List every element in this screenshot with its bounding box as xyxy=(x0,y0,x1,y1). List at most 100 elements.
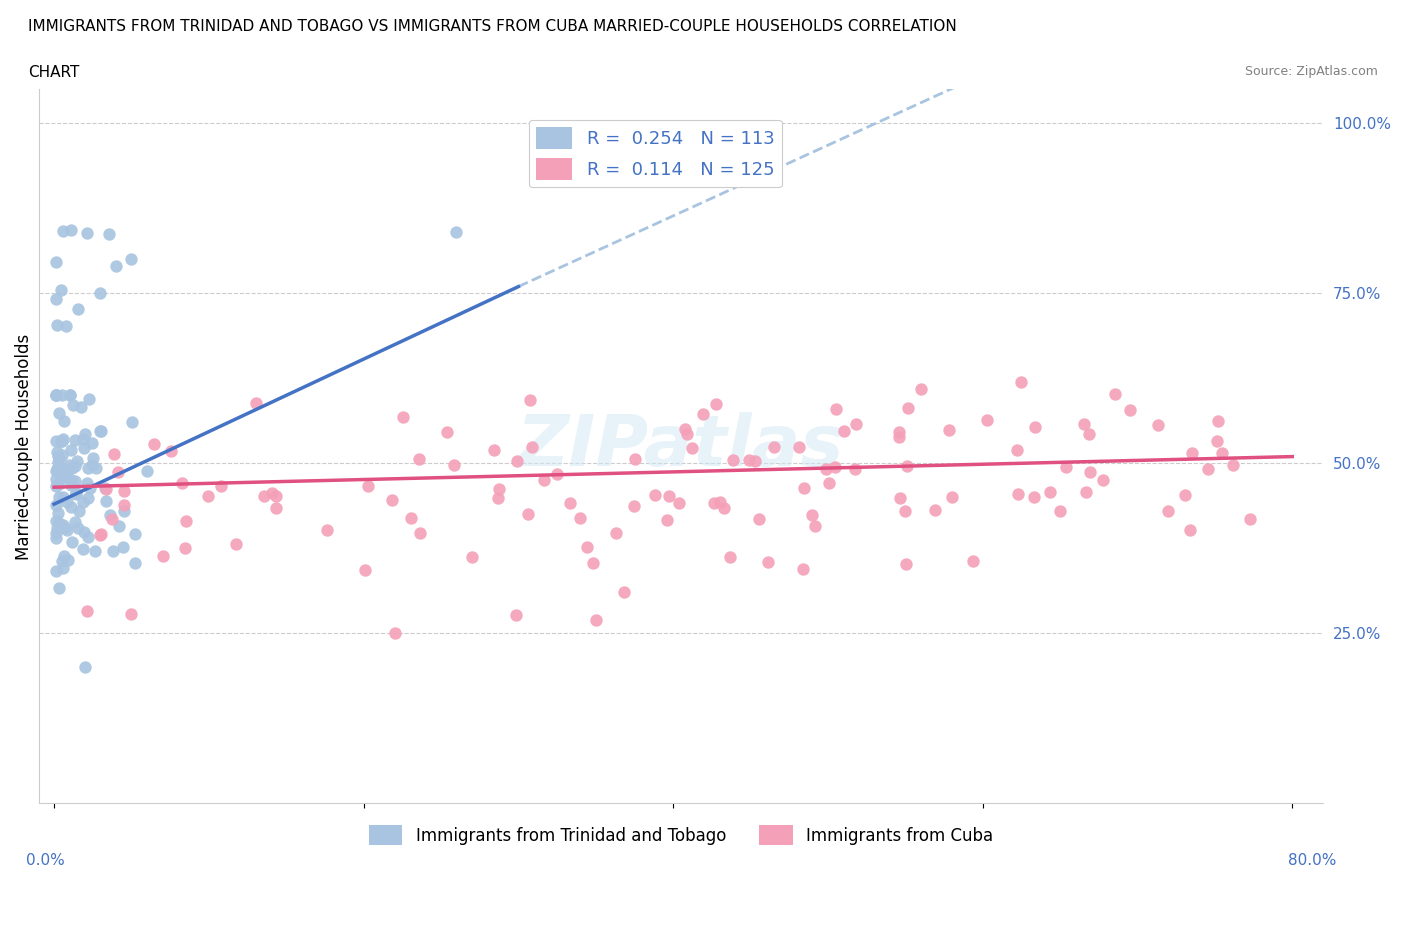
Point xyxy=(76,475,98,490)
Point xyxy=(112,483,135,498)
Point xyxy=(1206,414,1229,429)
Point xyxy=(120,607,142,622)
Point xyxy=(53,413,76,428)
Point xyxy=(48,515,70,530)
Point xyxy=(887,430,910,445)
Point xyxy=(704,396,727,411)
Point xyxy=(897,401,920,416)
Point xyxy=(120,252,142,267)
Point xyxy=(1010,375,1032,390)
Point xyxy=(568,511,591,525)
Point xyxy=(1054,459,1077,474)
Point xyxy=(73,427,96,442)
Point xyxy=(209,479,232,494)
Point xyxy=(89,424,111,439)
Point xyxy=(103,543,125,558)
Point xyxy=(357,479,380,494)
Point xyxy=(315,523,337,538)
Point xyxy=(60,534,83,549)
Point xyxy=(160,444,183,458)
Point xyxy=(756,554,779,569)
Point xyxy=(832,423,855,438)
Point xyxy=(65,514,87,529)
Point xyxy=(49,471,72,485)
Point xyxy=(108,519,131,534)
Point xyxy=(135,464,157,479)
Point xyxy=(59,388,82,403)
Point xyxy=(46,505,69,520)
Point xyxy=(582,555,605,570)
Point xyxy=(152,549,174,564)
Point xyxy=(408,451,430,466)
Point xyxy=(112,540,135,555)
Point xyxy=(80,458,103,472)
Point xyxy=(1119,403,1142,418)
Point xyxy=(104,259,127,273)
Point xyxy=(443,457,465,472)
Point xyxy=(63,432,86,447)
Point xyxy=(53,548,76,563)
Point xyxy=(384,626,406,641)
Point xyxy=(1178,522,1201,537)
Point xyxy=(488,482,510,497)
Point xyxy=(894,556,917,571)
Point xyxy=(1078,465,1101,480)
Point xyxy=(658,488,681,503)
Point xyxy=(845,417,868,432)
Point xyxy=(1205,433,1227,448)
Point xyxy=(60,472,83,487)
Point xyxy=(46,455,69,470)
Point xyxy=(52,561,75,576)
Point xyxy=(709,495,731,510)
Point xyxy=(60,443,83,458)
Point xyxy=(1024,490,1046,505)
Point xyxy=(941,490,963,505)
Point xyxy=(51,448,73,463)
Point xyxy=(59,388,82,403)
Point xyxy=(197,489,219,504)
Point xyxy=(887,425,910,440)
Point xyxy=(924,502,946,517)
Point xyxy=(46,463,69,478)
Point xyxy=(55,462,77,477)
Point xyxy=(174,541,197,556)
Point xyxy=(1039,485,1062,499)
Point xyxy=(546,466,568,481)
Point xyxy=(52,432,75,446)
Point xyxy=(59,222,82,237)
Point xyxy=(245,395,267,410)
Point xyxy=(107,464,129,479)
Point xyxy=(45,464,67,479)
Point xyxy=(1222,458,1244,472)
Point xyxy=(264,500,287,515)
Point xyxy=(89,528,111,543)
Point xyxy=(721,452,744,467)
Point xyxy=(976,412,998,427)
Point xyxy=(52,466,75,481)
Point xyxy=(703,495,725,510)
Point xyxy=(1104,387,1126,402)
Legend: Immigrants from Trinidad and Tobago, Immigrants from Cuba: Immigrants from Trinidad and Tobago, Imm… xyxy=(363,818,1000,852)
Point xyxy=(49,282,72,297)
Point xyxy=(644,487,666,502)
Point xyxy=(170,476,193,491)
Point xyxy=(1076,485,1098,499)
Point xyxy=(446,225,468,240)
Point xyxy=(112,504,135,519)
Point xyxy=(45,530,67,545)
Point xyxy=(45,521,67,536)
Point xyxy=(52,224,75,239)
Point xyxy=(792,562,814,577)
Point xyxy=(825,401,848,416)
Point xyxy=(73,525,96,539)
Point xyxy=(558,496,581,511)
Point xyxy=(1007,486,1029,501)
Point xyxy=(45,472,67,486)
Point xyxy=(63,473,86,488)
Point xyxy=(96,494,118,509)
Point xyxy=(938,422,960,437)
Point xyxy=(1024,419,1046,434)
Point xyxy=(90,526,112,541)
Point xyxy=(623,451,645,466)
Point xyxy=(62,397,84,412)
